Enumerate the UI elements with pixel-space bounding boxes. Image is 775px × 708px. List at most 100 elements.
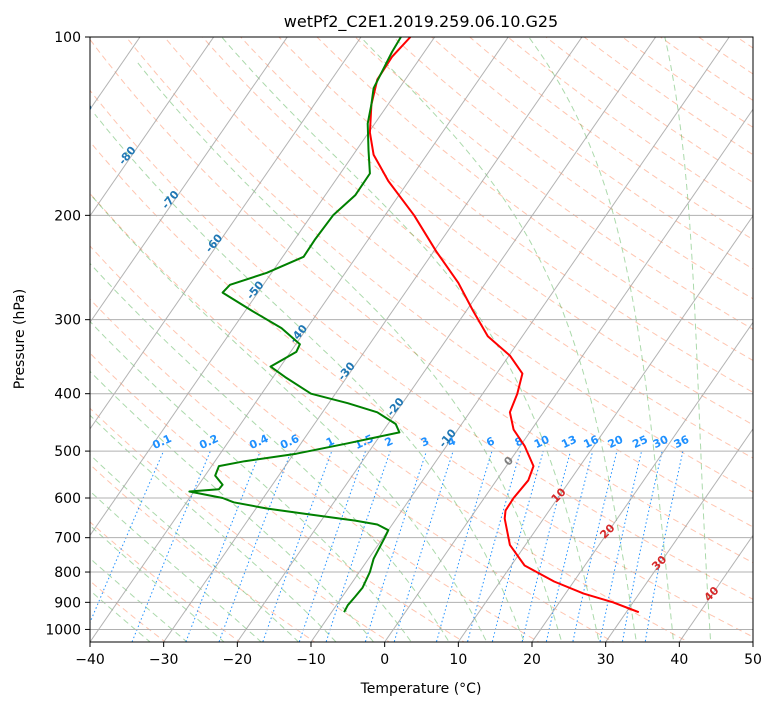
moist-adiabat-line (90, 262, 450, 642)
dry-adiabat-label: -70 (159, 188, 182, 212)
moist-adiabat-line (90, 524, 225, 642)
mixing-ratio-line (298, 450, 366, 642)
isotherm-line (90, 37, 362, 430)
y-tick-label: 700 (54, 531, 81, 547)
dewpoint-line (188, 37, 402, 613)
y-tick-label: 600 (54, 491, 81, 507)
dry-adiabat-label: -90 (73, 100, 96, 124)
dry-adiabat-label: -80 (116, 144, 139, 168)
isotherm-line (457, 214, 753, 642)
mixing-ratio-label: 6 (484, 434, 497, 449)
dry-adiabat-line (90, 407, 391, 642)
moist-adiabat-line (90, 320, 412, 642)
mixing-ratio-label: 3 (419, 434, 431, 449)
mixing-ratio-line (572, 450, 618, 642)
moist-adiabat-line (136, 61, 563, 642)
dry-adiabat-label: -100 (25, 56, 53, 86)
dry-adiabat-line (90, 245, 615, 642)
moist-adiabat-line (90, 454, 300, 642)
temperature-line (368, 37, 640, 614)
mixing-ratio-label: 0.2 (197, 432, 220, 452)
y-axis-label: Pressure (hPa) (12, 289, 28, 389)
moist-adiabat-line (90, 589, 151, 642)
mixing-ratio-label: 0.1 (150, 432, 173, 452)
isotherm-line (163, 37, 583, 642)
dry-adiabat-label: -50 (244, 278, 267, 302)
mixing-ratio-label: 20 (606, 433, 626, 451)
isotherm-line (605, 428, 753, 642)
mixing-ratio-line (644, 450, 684, 642)
mixing-ratio-line (364, 450, 427, 642)
moist-adiabat-line (94, 113, 525, 642)
mixing-ratio-label: 16 (582, 433, 602, 451)
dry-adiabat-line (201, 37, 753, 459)
isotherm-line (236, 37, 657, 642)
mixing-ratio-line (131, 450, 211, 642)
moist-adiabat-line (664, 37, 712, 642)
x-tick-label: −30 (149, 652, 179, 668)
isotherm-line (0, 24, 2, 649)
isotherm-line (90, 37, 509, 642)
dry-adiabat-line (697, 37, 753, 75)
dry-adiabat-label: -60 (203, 231, 226, 255)
moist-adiabat-line (359, 37, 637, 642)
mixing-ratio-line (185, 450, 261, 642)
isotherm-label: 30 (649, 553, 669, 573)
y-tick-label: 400 (54, 387, 81, 403)
mixing-ratio-label: 2 (383, 434, 395, 449)
background-lines (0, 24, 775, 649)
dry-adiabat-line (90, 463, 316, 642)
y-tick-label: 300 (54, 313, 81, 329)
y-tick-label: 900 (54, 595, 81, 611)
y-tick-label: 200 (54, 208, 81, 224)
mixing-ratio-line (435, 450, 493, 642)
x-tick-label: 0 (380, 652, 389, 668)
mixing-ratio-line (90, 450, 164, 624)
mixing-ratio-line (491, 450, 544, 642)
dry-adiabat-line (755, 24, 775, 649)
x-tick-label: 30 (597, 652, 615, 668)
y-tick-label: 500 (54, 444, 81, 460)
dry-adiabat-line (90, 192, 690, 642)
mixing-ratio-line (545, 450, 594, 642)
dry-adiabat-line (468, 37, 753, 241)
isotherm-label: 40 (702, 584, 722, 604)
dry-adiabat-line (125, 37, 753, 528)
mixing-ratio-label: 0.6 (278, 432, 301, 452)
isotherm-line (678, 534, 753, 642)
dry-adiabat-line (735, 37, 753, 49)
isotherm-label: 20 (597, 521, 617, 541)
isotherm-line (531, 321, 753, 642)
y-tick-label: 1000 (45, 622, 81, 638)
dry-adiabat-label: -30 (335, 359, 358, 383)
mixing-ratio-line (466, 450, 521, 642)
dry-adiabat-line (90, 352, 466, 642)
plot-frame (89, 36, 754, 643)
mixing-ratio-line (262, 450, 333, 642)
mixing-ratio-line (393, 450, 454, 642)
x-tick-label: −40 (75, 652, 105, 668)
y-tick-label: 800 (54, 565, 81, 581)
x-axis-label: Temperature (°C) (360, 681, 482, 697)
moist-adiabat-line (90, 193, 488, 642)
x-tick-label: −20 (223, 652, 253, 668)
x-tick-label: 10 (449, 652, 467, 668)
dry-adiabat-line (278, 37, 753, 393)
dry-adiabat-line (240, 37, 753, 426)
sounding-traces (188, 37, 640, 614)
x-tick-label: −10 (296, 652, 326, 668)
moist-adiabat-line (221, 37, 600, 642)
mixing-ratio-line (621, 450, 663, 642)
dry-adiabat-line (90, 298, 540, 642)
dry-adiabat-line (163, 37, 753, 493)
dry-adiabat-line (507, 37, 753, 212)
axis-ticks: −40 −30 −20 −10 0 10 20 30 40 5010020030040050060… (45, 30, 762, 668)
mixing-ratio-line (599, 450, 643, 642)
dry-adiabat-line (90, 140, 753, 638)
dry-adiabat-line (316, 37, 753, 362)
isotherm-label: 0 (501, 454, 516, 469)
isotherm-line (752, 641, 753, 642)
isotherm-line (90, 37, 436, 537)
isotherm-line (90, 37, 288, 324)
